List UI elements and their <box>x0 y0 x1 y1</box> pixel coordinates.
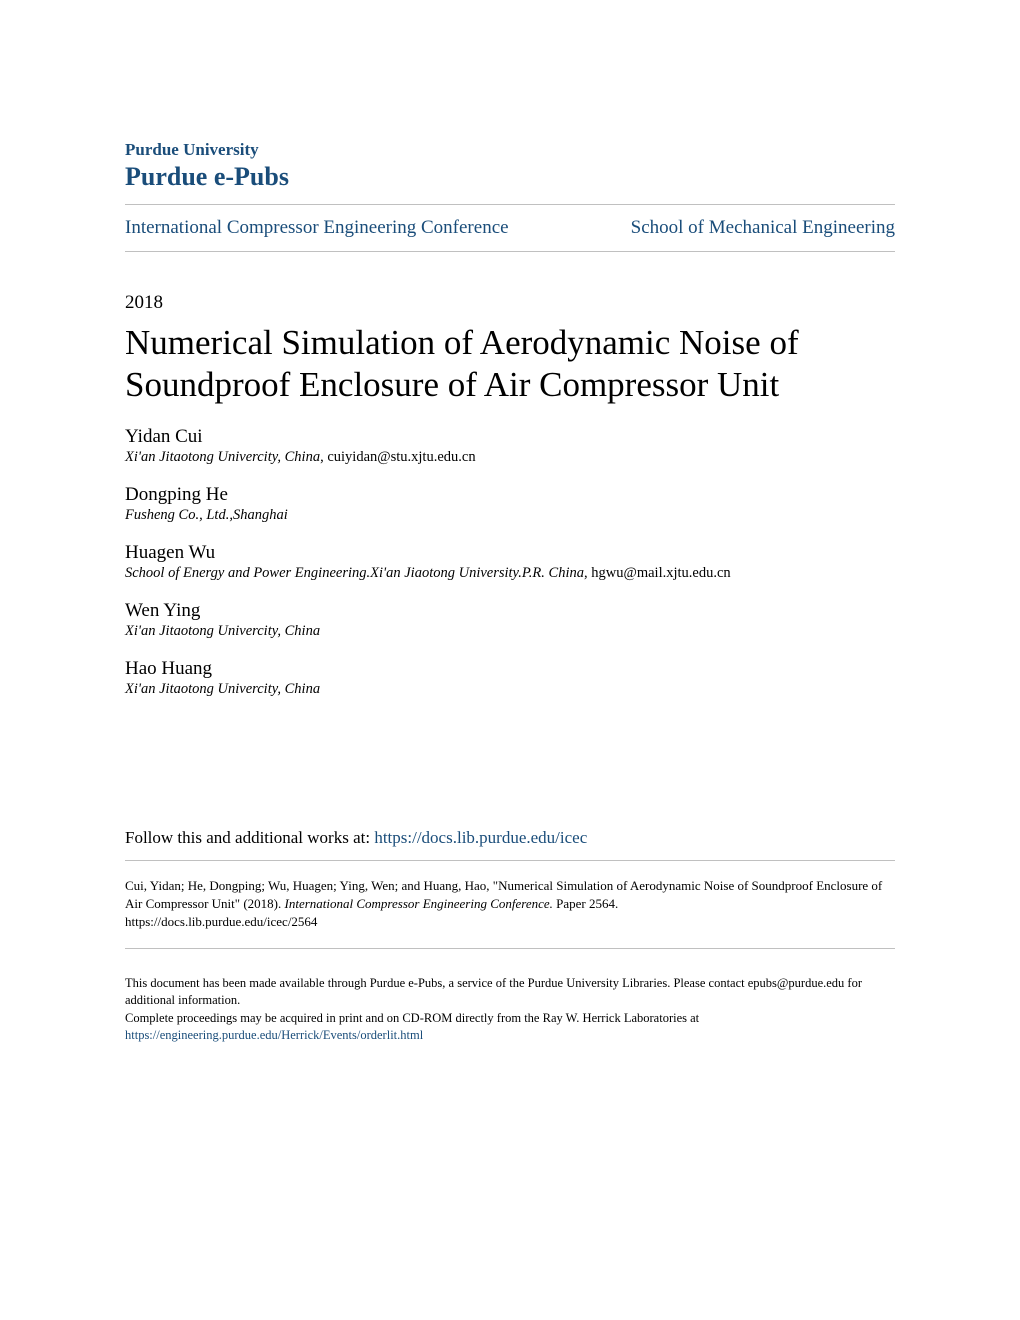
university-label: Purdue University <box>125 140 895 160</box>
footnote-line1: This document has been made available th… <box>125 975 895 1010</box>
divider-top <box>125 204 895 205</box>
author-name: Huagen Wu <box>125 542 895 564</box>
follow-works-line: Follow this and additional works at: htt… <box>125 828 895 848</box>
paper-title: Numerical Simulation of Aerodynamic Nois… <box>125 322 895 406</box>
author-affil-line: Xi'an Jitaotong Univercity, China <box>125 680 895 698</box>
author-affil-line: School of Energy and Power Engineering.X… <box>125 564 895 582</box>
breadcrumb-left-link[interactable]: International Compressor Engineering Con… <box>125 217 509 239</box>
author-name: Yidan Cui <box>125 426 895 448</box>
author-block: Yidan Cui Xi'an Jitaotong Univercity, Ch… <box>125 426 895 466</box>
follow-link[interactable]: https://docs.lib.purdue.edu/icec <box>374 828 587 847</box>
follow-prefix: Follow this and additional works at: <box>125 828 374 847</box>
author-block: Huagen Wu School of Energy and Power Eng… <box>125 542 895 582</box>
author-block: Hao Huang Xi'an Jitaotong Univercity, Ch… <box>125 658 895 698</box>
author-affiliation: School of Energy and Power Engineering.X… <box>125 565 584 581</box>
citation-url: https://docs.lib.purdue.edu/icec/2564 <box>125 913 895 931</box>
author-name: Wen Ying <box>125 600 895 622</box>
citation-text-after: Paper 2564. <box>553 896 618 911</box>
author-affil-line: Xi'an Jitaotong Univercity, China <box>125 622 895 640</box>
breadcrumb-right-link[interactable]: School of Mechanical Engineering <box>631 217 895 239</box>
footnote-block: This document has been made available th… <box>125 975 895 1045</box>
citation-block: Cui, Yidan; He, Dongping; Wu, Huagen; Yi… <box>125 877 895 932</box>
header: Purdue University Purdue e-Pubs <box>125 140 895 192</box>
citation-italic: International Compressor Engineering Con… <box>285 896 553 911</box>
footnote-link[interactable]: https://engineering.purdue.edu/Herrick/E… <box>125 1028 423 1042</box>
author-name: Hao Huang <box>125 658 895 680</box>
footnote-line2: Complete proceedings may be acquired in … <box>125 1010 895 1045</box>
paper-year: 2018 <box>125 292 895 314</box>
author-name: Dongping He <box>125 484 895 506</box>
author-email: , cuiyidan@stu.xjtu.edu.cn <box>320 449 476 465</box>
footnote-line2-prefix: Complete proceedings may be acquired in … <box>125 1011 699 1025</box>
author-affiliation: Fusheng Co., Ltd.,Shanghai <box>125 507 288 523</box>
divider-breadcrumb <box>125 251 895 252</box>
site-name-link[interactable]: Purdue e-Pubs <box>125 162 895 192</box>
author-block: Wen Ying Xi'an Jitaotong Univercity, Chi… <box>125 600 895 640</box>
author-affiliation: Xi'an Jitaotong Univercity, China <box>125 449 320 465</box>
author-affiliation: Xi'an Jitaotong Univercity, China <box>125 681 320 697</box>
author-affiliation: Xi'an Jitaotong Univercity, China <box>125 623 320 639</box>
breadcrumb: International Compressor Engineering Con… <box>125 217 895 239</box>
divider-citation <box>125 860 895 861</box>
author-affil-line: Fusheng Co., Ltd.,Shanghai <box>125 506 895 524</box>
author-email: , hgwu@mail.xjtu.edu.cn <box>584 565 731 581</box>
author-block: Dongping He Fusheng Co., Ltd.,Shanghai <box>125 484 895 524</box>
author-affil-line: Xi'an Jitaotong Univercity, China, cuiyi… <box>125 448 895 466</box>
divider-footnote <box>125 948 895 949</box>
